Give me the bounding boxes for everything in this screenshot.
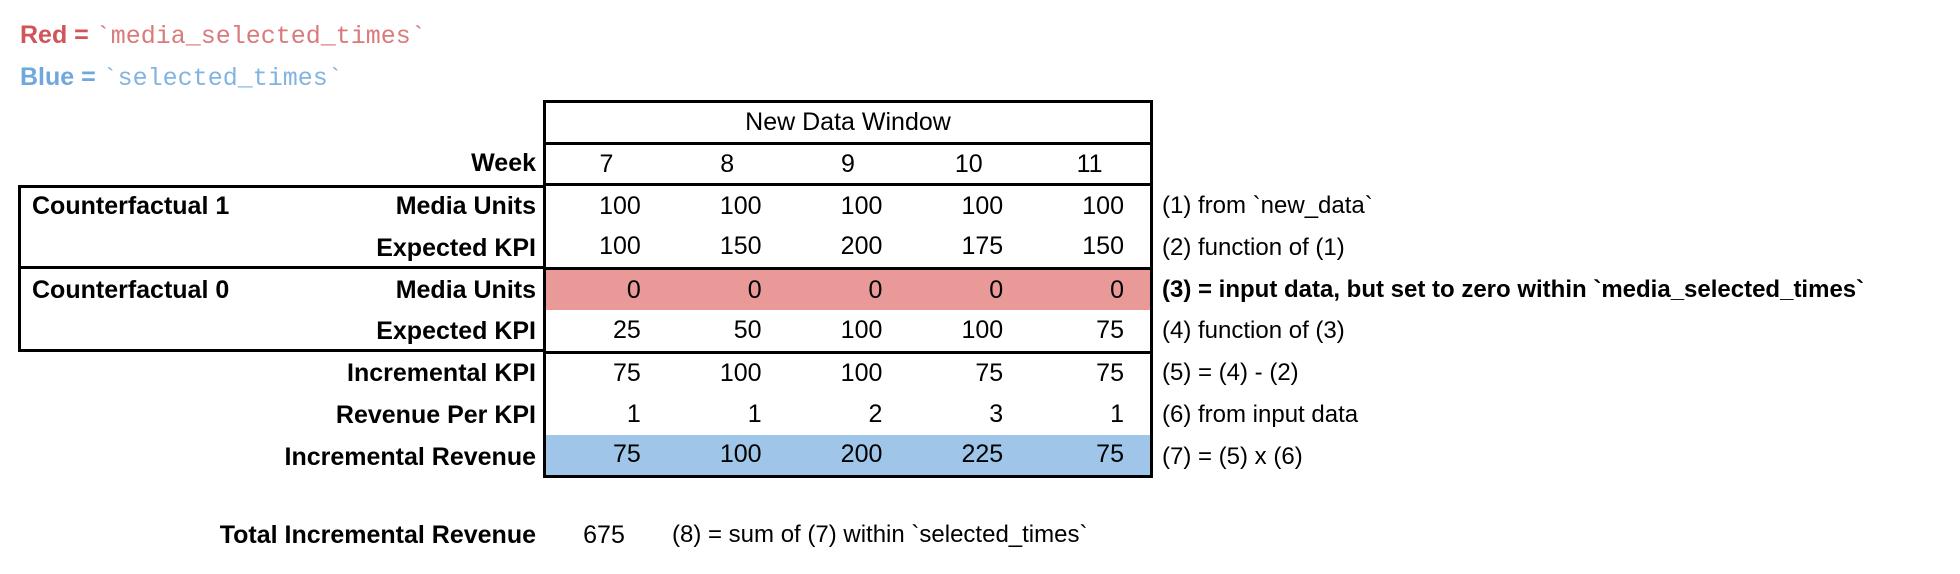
counterfactual-1-box: [18, 185, 543, 269]
counterfactual-0-label: Counterfactual 0: [32, 276, 230, 304]
row-incremental-revenue-blue: 75 100 200 225 75: [546, 434, 1150, 475]
color-legend: Red = `media_selected_times` Blue = `sel…: [20, 14, 426, 98]
legend-red-label: Red =: [20, 21, 96, 49]
week-cell: 9: [841, 150, 855, 178]
value-cell: 100: [599, 191, 641, 220]
value-cell: 0: [626, 275, 641, 304]
counterfactual-0-box: [18, 269, 543, 352]
value-cell: 3: [989, 399, 1004, 428]
value-cell: 0: [747, 275, 762, 304]
value-cell: 200: [840, 232, 883, 261]
value-cell: 75: [1096, 315, 1124, 344]
value-cell: 75: [1096, 440, 1124, 469]
legend-red-line: Red = `media_selected_times`: [20, 14, 426, 56]
value-cell: 100: [719, 359, 762, 388]
value-cell: 0: [868, 275, 883, 304]
legend-blue-label: Blue =: [20, 63, 103, 91]
value-cell: 1: [626, 399, 641, 428]
week-cell: 7: [599, 150, 614, 178]
annotation-6: (6) from input data: [1162, 401, 1359, 428]
value-cell: 100: [599, 232, 641, 261]
value-cell: 200: [840, 440, 883, 469]
data-table: New Data Window 7 8 9 10 11 100 100 100 …: [543, 100, 1153, 478]
value-cell: 1: [747, 399, 762, 428]
value-cell: 75: [612, 359, 641, 388]
row-label: Revenue Per KPI: [335, 401, 536, 429]
legend-blue-line: Blue = `selected_times`: [20, 56, 426, 98]
total-label: Total Incremental Revenue: [219, 521, 536, 549]
row-media-units-cf0-red: 0 0 0 0 0: [546, 269, 1150, 311]
row-expected-kpi-cf1: 100 150 200 175 150: [546, 226, 1150, 270]
value-cell: 25: [612, 315, 641, 344]
row-label: Media Units: [395, 276, 536, 304]
row-label: Expected KPI: [376, 234, 536, 262]
value-cell: 100: [719, 440, 762, 469]
value-cell: 75: [612, 440, 641, 469]
week-cell: 10: [954, 150, 983, 178]
annotation-4: (4) function of (3): [1162, 317, 1345, 344]
value-cell: 100: [1082, 191, 1124, 220]
value-cell: 50: [733, 315, 762, 344]
value-cell: 0: [1110, 275, 1124, 304]
row-expected-kpi-cf0: 25 50 100 100 75: [546, 310, 1150, 354]
value-cell: 1: [1110, 399, 1124, 428]
annotation-5: (5) = (4) - (2): [1162, 359, 1299, 386]
value-cell: 2: [868, 399, 883, 428]
row-revenue-per-kpi: 1 1 2 3 1: [546, 394, 1150, 434]
value-cell: 100: [840, 191, 883, 220]
row-label: Incremental KPI: [347, 359, 536, 387]
legend-blue-value: `selected_times`: [102, 64, 343, 93]
value-cell: 150: [719, 232, 762, 261]
annotation-1: (1) from `new_data`: [1162, 192, 1373, 219]
annotation-7: (7) = (5) x (6): [1162, 443, 1303, 470]
row-media-units-cf1: 100 100 100 100 100: [546, 186, 1150, 226]
total-value: 675: [583, 521, 625, 549]
value-cell: 175: [961, 232, 1004, 261]
week-label: Week: [471, 149, 536, 177]
value-cell: 75: [1096, 359, 1124, 388]
annotation-2: (2) function of (1): [1162, 234, 1345, 261]
counterfactual-1-label: Counterfactual 1: [32, 192, 230, 220]
value-cell: 150: [1082, 232, 1124, 261]
week-row: 7 8 9 10 11: [546, 145, 1150, 186]
value-cell: 100: [961, 191, 1004, 220]
value-cell: 100: [719, 191, 762, 220]
table-header: New Data Window: [546, 103, 1150, 145]
value-cell: 100: [840, 359, 883, 388]
annotation-3: (3) = input data, but set to zero within…: [1162, 276, 1865, 303]
value-cell: 100: [961, 315, 1004, 344]
annotation-8: (8) = sum of (7) within `selected_times`: [672, 521, 1088, 548]
value-cell: 75: [975, 359, 1004, 388]
row-label: Media Units: [395, 192, 536, 220]
legend-red-value: `media_selected_times`: [95, 22, 426, 51]
row-label: Incremental Revenue: [284, 443, 537, 471]
value-cell: 225: [961, 440, 1004, 469]
value-cell: 100: [840, 315, 883, 344]
value-cell: 0: [989, 275, 1004, 304]
week-cell: 8: [720, 150, 735, 178]
row-label: Expected KPI: [376, 317, 536, 345]
row-incremental-kpi: 75 100 100 75 75: [546, 354, 1150, 394]
week-cell: 11: [1076, 150, 1103, 178]
